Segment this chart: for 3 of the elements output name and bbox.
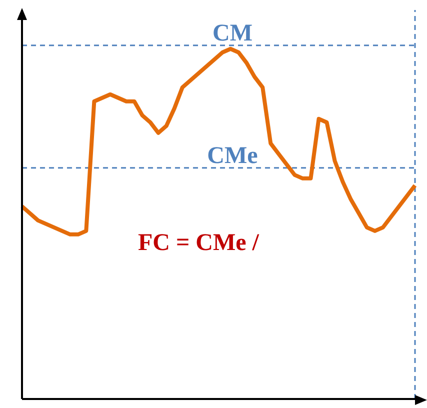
annotation: FC = CMe / (138, 230, 259, 257)
ref-line-label: CMe (207, 142, 258, 169)
ref-line-label: CM (212, 20, 252, 46)
